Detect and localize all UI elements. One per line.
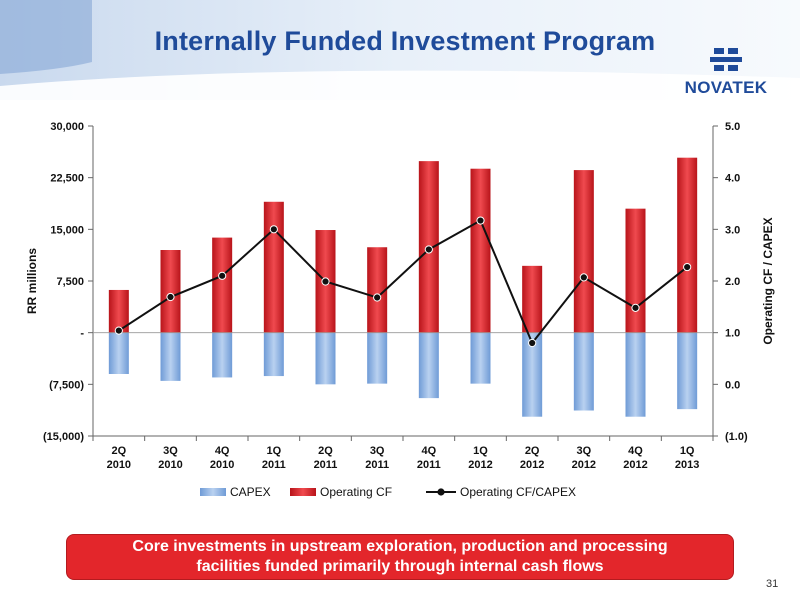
header-band	[0, 0, 800, 100]
callout-text: Core investments in upstream exploration…	[132, 538, 668, 575]
bar-operating-cf	[108, 289, 129, 333]
bar-capex	[212, 332, 233, 378]
x-tick-label: 3Q	[370, 445, 385, 457]
bar-capex	[263, 332, 284, 377]
bar-operating-cf	[573, 170, 594, 333]
x-tick-label-year: 2011	[417, 459, 441, 471]
legend-label-capex: CAPEX	[230, 485, 271, 499]
bar-capex	[677, 332, 698, 410]
bar-operating-cf	[470, 168, 491, 333]
point-operating-cf-capex	[424, 245, 433, 254]
bar-capex	[470, 332, 491, 384]
x-tick-label-year: 2012	[468, 459, 492, 471]
x-tick-label: 4Q	[215, 445, 230, 457]
y-axis-label: RR millions	[25, 248, 39, 314]
x-tick-label: 2Q	[111, 445, 126, 457]
x-tick-label: 4Q	[421, 445, 436, 457]
point-operating-cf-capex	[528, 338, 537, 348]
legend-swatch-operating-cf	[290, 488, 316, 496]
bar-capex	[573, 332, 594, 411]
logo-text: NOVATEK	[684, 78, 768, 97]
point-operating-cf-capex	[579, 273, 588, 282]
page-number: 31	[766, 578, 779, 590]
bar-operating-cf	[522, 265, 543, 333]
legend-label-ratio: Operating CF/CAPEX	[460, 485, 576, 499]
x-tick-label: 4Q	[628, 445, 643, 457]
bar-operating-cf	[263, 201, 284, 333]
x-tick-label: 3Q	[163, 445, 178, 457]
y-axis-label-right: Operating CF / CAPEX	[761, 217, 775, 344]
slide-title: Internally Funded Investment Program	[154, 26, 656, 56]
y-right-tick-label: 0.0	[725, 379, 740, 391]
bar-operating-cf	[212, 237, 233, 333]
bar-capex	[315, 332, 336, 385]
y-right-tick-label: 4.0	[725, 173, 740, 185]
bar-operating-cf	[677, 157, 698, 333]
x-tick-label-year: 2011	[262, 459, 286, 471]
y-right-tick-label: 2.0	[725, 276, 740, 288]
y-tick-label: 30,000	[50, 121, 84, 133]
point-operating-cf-capex	[476, 216, 485, 225]
bar-operating-cf	[160, 250, 181, 333]
y-right-tick-label: 5.0	[725, 121, 740, 133]
point-operating-cf-capex	[373, 293, 382, 302]
bar-capex	[367, 332, 388, 384]
x-tick-label: 1Q	[680, 445, 695, 457]
legend-label-operating-cf: Operating CF	[320, 485, 392, 499]
bar-capex	[625, 332, 646, 417]
point-operating-cf-capex	[114, 326, 123, 335]
y-tick-label: 15,000	[50, 224, 84, 236]
y-tick-label: 7,500	[56, 276, 84, 288]
legend-swatch-ratio-point	[437, 488, 445, 496]
x-tick-label: 1Q	[266, 445, 281, 457]
bar-capex	[160, 332, 181, 381]
y-tick-label: 22,500	[50, 173, 84, 185]
x-tick-label-year: 2012	[623, 459, 647, 471]
bar-capex	[418, 332, 439, 399]
point-operating-cf-capex	[166, 292, 175, 302]
bar-capex	[522, 332, 543, 417]
company-logo: NOVATEK	[672, 46, 780, 98]
x-tick-label-year: 2010	[210, 459, 234, 471]
callout-box: Core investments in upstream exploration…	[66, 534, 734, 580]
x-tick-label-year: 2011	[314, 459, 338, 471]
x-tick-label-year: 2010	[107, 459, 131, 471]
point-operating-cf-capex	[218, 271, 227, 280]
bar-capex	[108, 332, 129, 374]
y-right-tick-label: 3.0	[725, 224, 740, 236]
point-operating-cf-capex	[321, 277, 330, 286]
x-tick-label: 2Q	[525, 445, 540, 457]
point-operating-cf-capex	[683, 262, 692, 272]
series-line-operating-cf-capex	[118, 219, 688, 345]
y-tick-label: -	[80, 328, 84, 340]
x-tick-label-year: 2010	[158, 459, 182, 471]
y-right-tick-label: 1.0	[725, 328, 740, 340]
x-tick-label-year: 2013	[675, 459, 699, 471]
logo-mark-icon	[710, 48, 742, 71]
x-tick-label: 1Q	[473, 445, 488, 457]
x-tick-label-year: 2011	[365, 459, 389, 471]
chart: 30,000 22,500 15,000 7,500 - (7,500) (15,000) 5…	[25, 121, 775, 499]
y-tick-label: (15,000)	[43, 431, 84, 443]
x-tick-label-year: 2012	[572, 459, 596, 471]
x-tick-label-year: 2012	[520, 459, 544, 471]
y-tick-label: (7,500)	[49, 379, 84, 391]
x-tick-label: 2Q	[318, 445, 333, 457]
point-operating-cf-capex	[269, 225, 278, 234]
point-operating-cf-capex	[631, 303, 640, 312]
x-tick-label: 3Q	[576, 445, 591, 457]
y-right-tick-label: (1.0)	[725, 431, 748, 443]
legend-swatch-capex	[200, 488, 226, 496]
bar-operating-cf	[625, 208, 646, 333]
bar-operating-cf	[367, 247, 388, 333]
